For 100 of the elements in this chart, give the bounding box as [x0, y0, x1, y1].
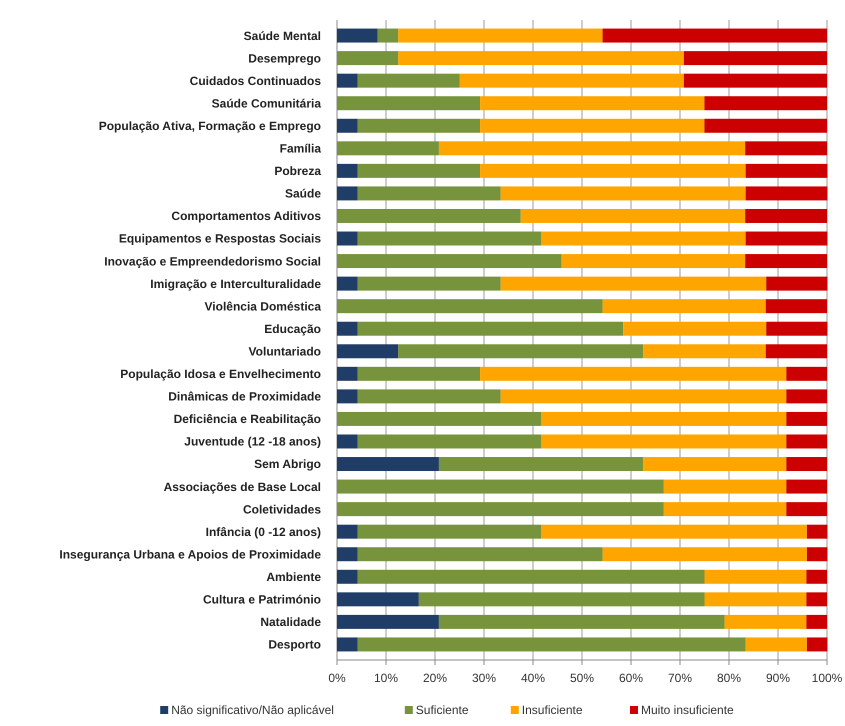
bar — [337, 457, 439, 472]
bar — [337, 344, 398, 358]
y-tick-label: Família — [280, 142, 322, 156]
x-tick-label: 80% — [716, 671, 742, 685]
y-tick-label: População Idosa e Envelhecimento — [120, 367, 321, 382]
legend-label: Insuficiente — [522, 703, 583, 717]
y-tick-label: Educação — [264, 322, 321, 336]
y-tick-label: Juventude (12 -18 anos) — [184, 434, 321, 449]
bar — [358, 74, 460, 88]
bar — [358, 232, 542, 246]
bar — [480, 366, 786, 381]
bar — [337, 118, 358, 133]
bar — [684, 74, 827, 88]
bar — [520, 208, 746, 223]
y-tick-label: Comportamentos Aditivos — [171, 209, 322, 224]
x-tick-label: 90% — [766, 671, 790, 685]
bar — [398, 28, 603, 43]
bar — [337, 434, 358, 448]
bar — [337, 208, 521, 223]
bar — [337, 299, 603, 314]
bar — [358, 276, 501, 291]
bar — [438, 457, 644, 472]
x-tick-label: 40% — [520, 671, 546, 685]
bar — [786, 480, 827, 494]
bar — [337, 570, 358, 584]
bar — [786, 502, 827, 516]
bar — [786, 412, 827, 426]
y-tick-label: Voluntariado — [248, 344, 321, 358]
bar — [337, 186, 358, 200]
y-tick-label: Saúde — [284, 186, 322, 201]
bar — [337, 51, 398, 66]
bar — [806, 637, 828, 652]
bar — [337, 412, 542, 426]
y-tick-label: Coletividades — [242, 502, 322, 516]
x-tick-label: 100% — [812, 671, 843, 685]
bar — [438, 141, 746, 156]
y-tick-label: Saúde Comunitária — [212, 96, 322, 110]
bar — [480, 164, 746, 178]
bar — [398, 51, 684, 66]
bar — [786, 389, 827, 404]
bar — [541, 434, 786, 448]
y-tick-label: Infância (0 -12 anos) — [206, 524, 321, 539]
bar — [745, 208, 827, 223]
y-tick-label: Insegurança Urbana e Apoios de Proximidade — [59, 547, 322, 562]
bar — [602, 547, 807, 562]
bar — [358, 366, 480, 381]
bar — [561, 254, 746, 268]
bar — [337, 164, 358, 178]
bar — [500, 276, 766, 291]
x-tick-label: 50% — [570, 671, 594, 685]
bar — [500, 186, 746, 200]
bar — [337, 232, 358, 246]
y-tick-label: Equipamentos e Respostas Sociais — [118, 232, 322, 246]
bar — [664, 502, 786, 516]
bar — [358, 118, 480, 133]
bar — [480, 96, 704, 110]
y-tick-label: Desemprego — [248, 51, 321, 66]
bar — [418, 592, 704, 606]
bar — [766, 299, 827, 314]
y-tick-label: Pobreza — [274, 164, 322, 178]
bar — [806, 592, 827, 606]
bar — [643, 457, 786, 472]
x-tick-label: 0% — [328, 671, 346, 685]
y-tick-label: Imigração e Interculturalidade — [150, 276, 322, 291]
bar — [337, 276, 358, 291]
y-tick-label: Saúde Mental — [244, 28, 321, 43]
bar — [806, 524, 828, 539]
bar — [337, 366, 358, 381]
bar — [704, 118, 827, 133]
bar — [745, 141, 827, 156]
y-tick-label: Dinâmicas de Proximidade — [168, 390, 322, 404]
bar — [623, 322, 766, 336]
bar — [358, 164, 480, 178]
bar — [337, 389, 358, 404]
bar — [337, 637, 358, 652]
y-tick-label: Deficiência e Reabilitação — [174, 412, 321, 426]
bar — [766, 344, 827, 358]
bar — [786, 366, 827, 381]
bar — [337, 74, 358, 88]
bar — [704, 96, 827, 110]
bar — [358, 570, 704, 584]
bar — [337, 547, 358, 562]
bar — [704, 570, 806, 584]
bar — [337, 254, 562, 268]
legend-label: Não significativo/Não aplicável — [171, 703, 334, 717]
y-tick-label: Inovação e Empreendedorismo Social — [104, 254, 321, 268]
bar — [398, 344, 644, 358]
bar — [337, 141, 439, 156]
bar — [480, 118, 704, 133]
bar — [746, 232, 828, 246]
bar — [766, 322, 828, 336]
bar — [766, 276, 828, 291]
y-tick-label: Natalidade — [260, 615, 322, 630]
bar — [806, 570, 827, 584]
x-tick-label: 20% — [422, 671, 448, 685]
bar — [724, 614, 806, 629]
bar — [378, 28, 398, 43]
bar — [664, 480, 786, 494]
bar — [358, 524, 542, 539]
y-tick-label: Violência Doméstica — [204, 299, 322, 314]
